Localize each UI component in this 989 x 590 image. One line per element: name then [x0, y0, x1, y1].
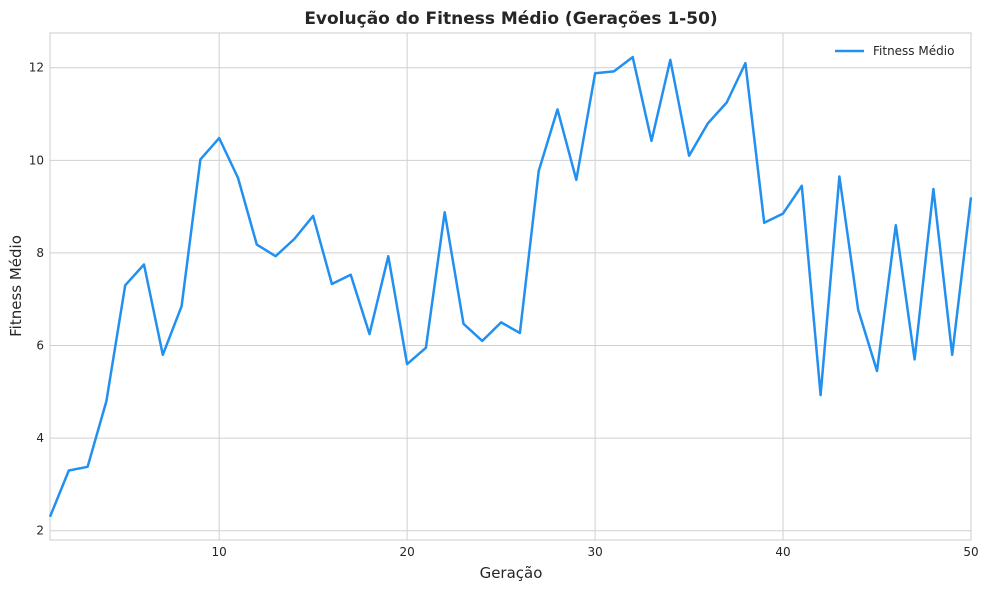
y-tick-label: 6	[36, 339, 44, 353]
x-tick-label: 30	[587, 545, 602, 559]
series-line-fitness-medio	[48, 55, 973, 518]
legend: Fitness Médio	[828, 39, 964, 65]
series-layer	[48, 55, 973, 518]
legend-label: Fitness Médio	[873, 44, 954, 58]
y-axis-ticks: 2 4 6 8 10 12	[29, 61, 44, 538]
y-tick-label: 4	[36, 431, 44, 445]
x-axis-label: Geração	[480, 564, 543, 582]
chart-title: Evolução do Fitness Médio (Gerações 1-50…	[304, 9, 717, 29]
x-axis-ticks: 10 20 30 40 50	[212, 545, 979, 559]
plot-area-frame	[49, 32, 972, 541]
y-tick-label: 10	[29, 153, 44, 167]
x-tick-label: 10	[212, 545, 227, 559]
y-axis-label: Fitness Médio	[7, 235, 25, 337]
x-tick-label: 20	[399, 545, 414, 559]
grid	[50, 33, 972, 540]
x-tick-label: 50	[963, 545, 978, 559]
y-tick-label: 12	[29, 61, 44, 75]
x-tick-label: 40	[775, 545, 790, 559]
y-tick-label: 2	[36, 524, 44, 538]
y-tick-label: 8	[36, 246, 44, 260]
